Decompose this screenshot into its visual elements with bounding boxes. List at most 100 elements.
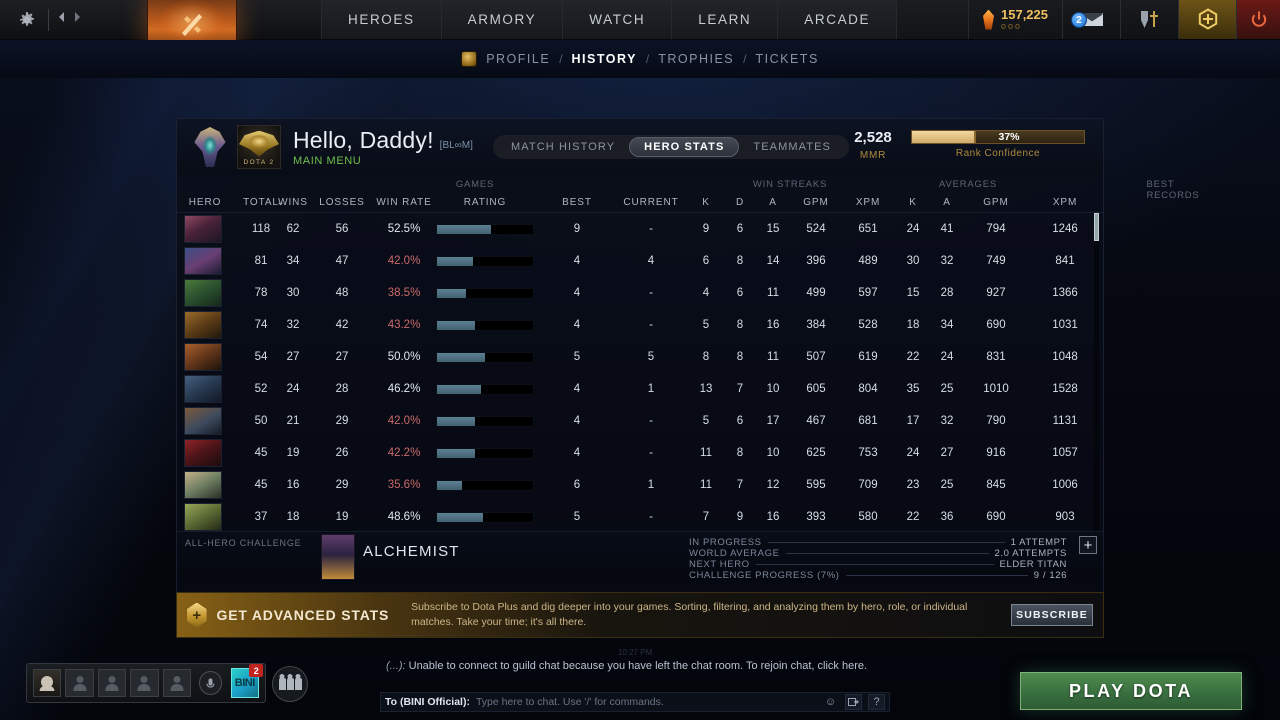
guild-abbr: BINI (234, 677, 256, 689)
breadcrumb-trophies[interactable]: TROPHIES (658, 51, 735, 66)
cell-best-streak: 5 (573, 511, 581, 523)
nav-item-learn[interactable]: LEARN (672, 0, 779, 39)
column-header-k[interactable]: K (909, 197, 917, 208)
play-dota-button[interactable]: PLAY DOTA (1020, 672, 1242, 710)
cell-best-gpm: 927 (986, 287, 1006, 299)
tab-hero-stats[interactable]: HERO STATS (629, 137, 740, 157)
cell-losses: 29 (335, 479, 349, 491)
armory-icon[interactable] (1120, 0, 1178, 39)
column-header-xpm[interactable]: XPM (855, 197, 881, 208)
column-header-gpm[interactable]: GPM (983, 197, 1009, 208)
friends-list-icon[interactable] (272, 666, 308, 702)
cell-best-k: 30 (906, 255, 920, 267)
currency-amount: 157,225 (1001, 6, 1048, 22)
column-header-gpm[interactable]: GPM (803, 197, 829, 208)
table-row[interactable]: 54 27 27 50.0% 5 5 8 8 11 507 619 22 24 831 1048 (177, 341, 1103, 373)
nav-item-heroes[interactable]: HEROES (321, 0, 442, 39)
table-row[interactable]: 50 21 29 42.0% 4 - 5 6 17 467 681 17 32 790 1131 (177, 405, 1103, 437)
mail-icon[interactable]: 2 (1062, 0, 1120, 39)
table-scrollbar[interactable] (1094, 213, 1099, 531)
party-slot-empty[interactable] (162, 669, 191, 697)
power-icon[interactable] (1236, 0, 1280, 39)
cell-avg-gpm: 467 (806, 415, 826, 427)
column-header-k[interactable]: K (702, 197, 710, 208)
cell-best-k: 22 (906, 351, 920, 363)
party-slot-empty[interactable] (65, 669, 94, 697)
column-header-a[interactable]: A (943, 197, 951, 208)
chat-target-label: To (BINI Official): (385, 696, 470, 708)
leader-dots (845, 575, 1028, 576)
invite-icon[interactable] (845, 694, 862, 710)
expand-icon[interactable]: + (1079, 536, 1097, 554)
breadcrumb-profile[interactable]: PROFILE (486, 51, 551, 66)
cell-best-a: 24 (940, 351, 954, 363)
cell-avg-a: 16 (766, 511, 780, 523)
column-header-d[interactable]: D (735, 197, 745, 208)
column-header-total[interactable]: TOTAL ⌄ (243, 197, 286, 208)
column-header-a[interactable]: A (769, 197, 777, 208)
nav-spacer (897, 0, 969, 39)
nav-item-armory[interactable]: ARMORY (441, 0, 564, 39)
party-slot-empty[interactable] (130, 669, 159, 697)
emoji-icon[interactable]: ☺ (824, 696, 837, 708)
cell-total: 81 (254, 255, 268, 267)
voice-icon[interactable] (198, 671, 222, 695)
profile-breadcrumb-bar: PROFILE / HISTORY / TROPHIES / TICKETS (0, 40, 1280, 78)
table-row[interactable]: 52 24 28 46.2% 4 1 13 7 10 605 804 35 25 1010 1528 (177, 373, 1103, 405)
cell-win-rate: 50.0% (387, 351, 421, 363)
breadcrumb-tickets[interactable]: TICKETS (755, 51, 819, 66)
cell-avg-gpm: 393 (806, 511, 826, 523)
dota-plus-icon[interactable] (1178, 0, 1236, 39)
avatar[interactable]: DOTA 2 (237, 125, 281, 169)
dota-logo-tab[interactable] (147, 0, 237, 48)
party-slot-empty[interactable] (97, 669, 127, 697)
column-header-current[interactable]: CURRENT (623, 197, 679, 208)
table-row[interactable]: 45 19 26 42.2% 4 - 11 8 10 625 753 24 27 916 1057 (177, 437, 1103, 469)
tab-match-history[interactable]: MATCH HISTORY (511, 141, 616, 153)
nav-item-arcade[interactable]: ARCADE (778, 0, 898, 39)
help-icon[interactable]: ? (868, 694, 885, 710)
table-row[interactable]: 118 62 56 52.5% 9 - 9 6 15 524 651 24 41 794 1246 (177, 213, 1103, 245)
gear-icon[interactable] (12, 0, 42, 40)
table-row[interactable]: 81 34 47 42.0% 4 4 6 8 14 396 489 30 32 749 841 (177, 245, 1103, 277)
column-header-win-rate[interactable]: WIN RATE (376, 197, 432, 208)
profile-header: DOTA 2 Hello, Daddy! [BL∞M] MAIN MENU MA… (177, 119, 1103, 175)
breadcrumb-separator: / (559, 51, 563, 66)
cell-best-a: 32 (940, 255, 954, 267)
column-header-xpm[interactable]: XPM (1052, 197, 1078, 208)
table-body[interactable]: 118 62 56 52.5% 9-9 6 15 524 651 24 41 794 1246 81 34 4… (177, 213, 1103, 531)
chat-timestamp: 10:27 PM (617, 648, 653, 657)
column-header-hero[interactable]: HERO (188, 197, 222, 208)
forward-arrow-icon[interactable] (70, 10, 84, 29)
breadcrumb-separator: / (645, 51, 650, 66)
column-header-wins[interactable]: WINS (278, 197, 308, 208)
cell-avg-xpm: 651 (858, 223, 878, 235)
column-header-best[interactable]: BEST (562, 197, 592, 208)
rating-bar (436, 224, 534, 235)
tab-teammates[interactable]: TEAMMATES (753, 141, 831, 153)
chat-input-row[interactable]: To (BINI Official): Type here to chat. U… (380, 692, 890, 712)
cell-best-streak: 4 (573, 255, 581, 267)
cell-best-gpm: 790 (986, 415, 1006, 427)
scrollbar-thumb[interactable] (1094, 213, 1099, 241)
guild-badge[interactable]: BINI 2 (230, 664, 263, 698)
cell-best-streak: 4 (573, 447, 581, 459)
cell-avg-k: 5 (702, 319, 710, 331)
breadcrumb-history[interactable]: HISTORY (571, 51, 637, 66)
cell-best-streak: 4 (573, 415, 581, 427)
chat-input[interactable]: Type here to chat. Use '/' for commands. (475, 696, 664, 708)
column-header-losses[interactable]: LOSSES (319, 197, 365, 208)
subscribe-button[interactable]: SUBSCRIBE (1011, 604, 1093, 626)
medusa-portrait (184, 279, 222, 307)
table-row[interactable]: 78 30 48 38.5% 4 - 4 6 11 499 597 15 28 927 1366 (177, 277, 1103, 309)
column-header-rating[interactable]: RATING (463, 197, 507, 208)
nav-item-watch[interactable]: WATCH (563, 0, 673, 39)
table-row[interactable]: 45 16 29 35.6% 6 1 11 7 12 595 709 23 25 845 1006 (177, 469, 1103, 501)
currency-display[interactable]: 157,225 ooo (969, 0, 1062, 39)
back-arrow-icon[interactable] (55, 10, 69, 29)
table-row[interactable]: 37 18 19 48.6% 5 - 7 9 16 393 580 22 36 690 903 (177, 501, 1103, 531)
cell-win-rate: 35.6% (387, 479, 421, 491)
table-row[interactable]: 74 32 42 43.2% 4 - 5 8 16 384 528 18 34 690 1031 (177, 309, 1103, 341)
party-slot-self[interactable] (33, 669, 62, 697)
cell-best-a: 25 (940, 383, 954, 395)
